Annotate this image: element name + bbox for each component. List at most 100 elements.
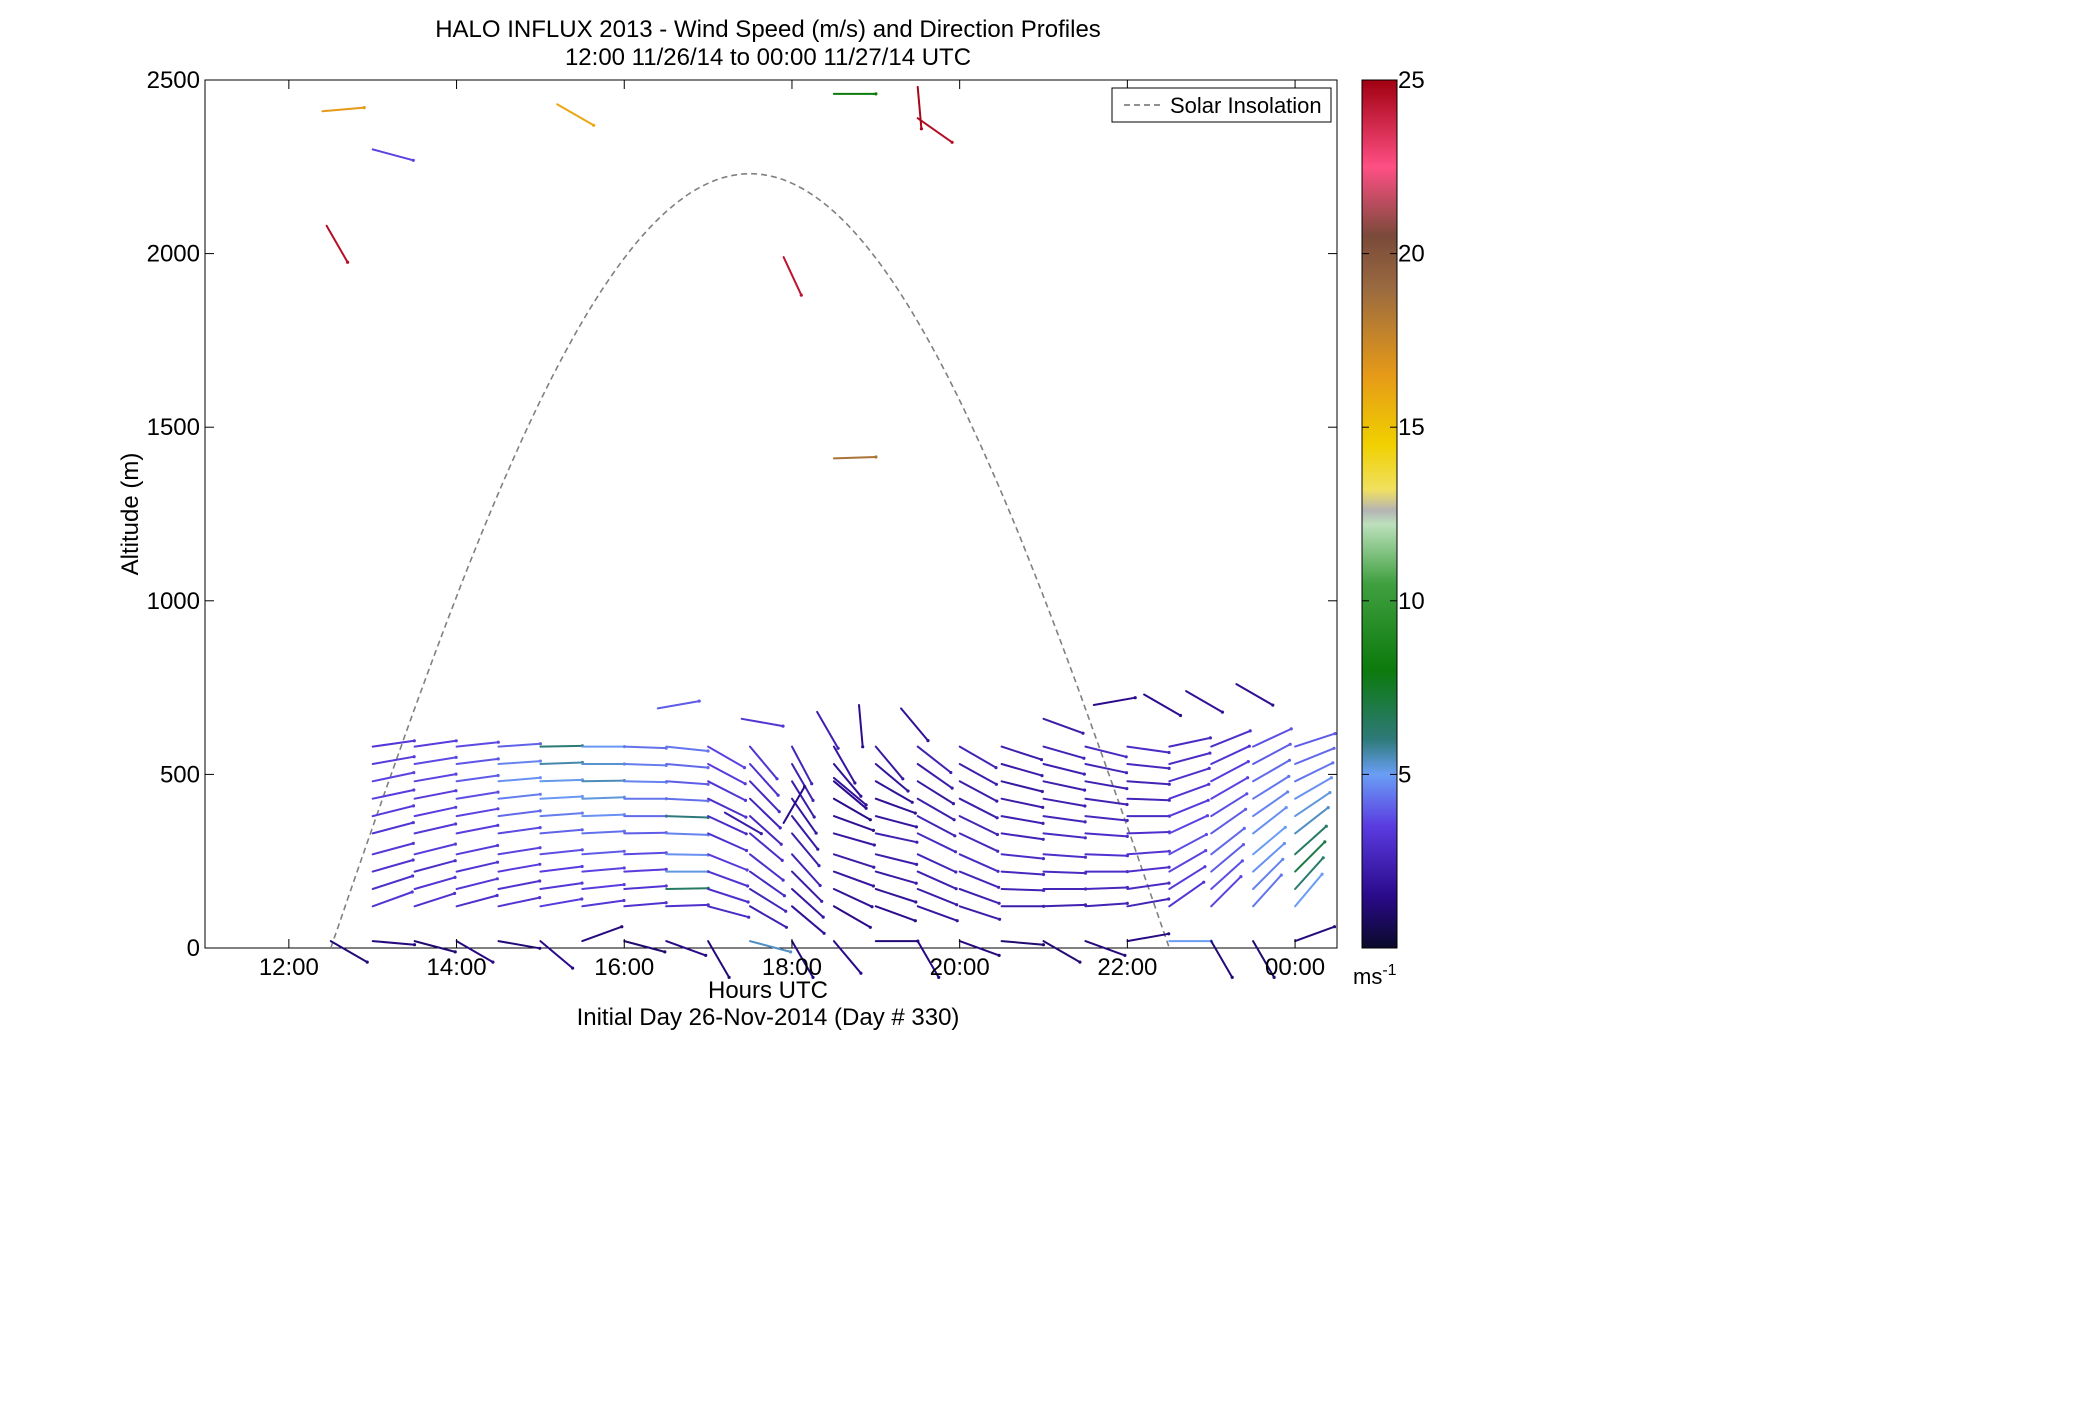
wind-barb-tip	[953, 850, 958, 854]
wind-barb-tip	[871, 828, 876, 833]
wind-barb-shaft	[665, 887, 710, 890]
wind-barb-shaft	[791, 797, 818, 835]
wind-vector	[916, 780, 956, 806]
wind-barb-shaft	[1210, 859, 1244, 890]
wind-barb-tip	[1167, 766, 1171, 771]
wind-vector	[371, 874, 415, 890]
wind-barb-shaft	[1294, 761, 1334, 783]
wind-barb-tip	[1247, 744, 1251, 748]
wind-vector	[1210, 760, 1250, 783]
wind-barb-shaft	[1210, 760, 1250, 783]
wind-vector-isolated	[371, 148, 415, 162]
wind-barb-tip	[538, 809, 542, 813]
wind-barb-shaft	[874, 745, 904, 780]
x-tick-label: 14:00	[427, 954, 487, 981]
wind-barb-tip	[491, 960, 495, 964]
wind-vector	[791, 780, 816, 819]
wind-barb-tip	[538, 879, 542, 883]
wind-barb-shaft	[539, 898, 583, 908]
wind-barb-shaft	[832, 940, 862, 975]
wind-barb-tip	[538, 742, 543, 746]
wind-barb-shaft	[497, 809, 542, 818]
wind-barb-shaft	[539, 848, 584, 856]
wind-barb-tip	[874, 92, 878, 96]
wind-barb-tip	[622, 898, 626, 903]
wind-vector-surface	[1210, 940, 1234, 980]
wind-barb-tip	[1326, 806, 1330, 810]
wind-barb-shaft	[371, 739, 416, 748]
wind-vector	[455, 823, 500, 835]
wind-vector-upper	[1235, 683, 1275, 707]
wind-barb-shaft	[916, 797, 956, 821]
wind-vector	[371, 890, 414, 908]
wind-barb-shaft	[581, 813, 626, 818]
wind-barb-shaft	[539, 812, 584, 818]
wind-barb-shaft	[1000, 763, 1043, 777]
wind-barb-shaft	[455, 877, 499, 890]
wind-barb-tip	[1123, 953, 1127, 958]
wind-vector	[581, 866, 626, 873]
wind-vector	[1042, 797, 1087, 808]
wind-barb-tip	[697, 699, 701, 703]
wind-barb-shaft	[623, 885, 668, 890]
wind-vector	[1042, 780, 1087, 792]
wind-barb-shaft	[413, 859, 457, 873]
plot-area: 12:00 14:00 16:00 18:00 20:00 22:00 00:00 0 500 1…	[147, 67, 1338, 981]
wind-barb-tip	[919, 127, 924, 131]
wind-barb-shaft	[1084, 886, 1129, 890]
wind-vector	[623, 867, 668, 873]
wind-vector-upper	[1092, 696, 1137, 706]
wind-vector	[1294, 806, 1330, 835]
wind-vector	[497, 846, 542, 856]
wind-barb-tip	[1241, 843, 1245, 847]
wind-vector	[916, 853, 958, 874]
wind-barb-shaft	[1000, 940, 1045, 946]
wind-barb-tip	[1078, 960, 1082, 964]
wind-barb-tip	[1282, 841, 1286, 846]
colorbar-tick-label: 25	[1398, 67, 1425, 94]
wind-barb-shaft	[665, 815, 710, 819]
wind-vector	[916, 832, 958, 854]
wind-barb-tip	[996, 849, 1000, 853]
wind-vector	[455, 843, 500, 856]
wind-vector	[1294, 746, 1336, 765]
wind-vector-surface	[1126, 932, 1171, 943]
wind-vector-surface	[791, 940, 815, 980]
wind-barb-shaft	[958, 763, 998, 786]
wind-barb-tip	[747, 915, 751, 919]
wind-barb-tip	[812, 815, 816, 819]
wind-barb-tip	[996, 869, 1000, 873]
wind-barb-tip	[995, 832, 1000, 837]
wind-barb-tip	[910, 800, 914, 804]
wind-barb-tip	[950, 786, 954, 790]
wind-vector-upper	[1042, 717, 1085, 735]
wind-barb-shaft	[791, 763, 814, 802]
wind-barb-shaft	[832, 888, 873, 908]
wind-barb-shaft	[581, 883, 626, 890]
wind-barb-shaft	[1092, 696, 1137, 706]
wind-barb-tip	[1125, 901, 1129, 906]
wind-vector	[1000, 763, 1044, 778]
wind-vector	[1084, 763, 1129, 775]
wind-barb-tip	[953, 834, 957, 838]
wind-barb-shaft	[1252, 727, 1293, 748]
wind-vector	[455, 893, 499, 908]
wind-barb-shaft	[832, 456, 877, 460]
wind-barb-shaft	[816, 710, 840, 750]
wind-barb-shaft	[707, 797, 747, 819]
wind-vector	[707, 745, 747, 770]
legend: Solar Insolation	[1111, 87, 1332, 123]
wind-vector	[581, 883, 626, 890]
wind-vector	[413, 859, 457, 873]
wind-barb-tip	[1207, 782, 1211, 786]
wind-vector	[874, 780, 914, 804]
wind-barb-shaft	[581, 867, 626, 873]
wind-barb-shaft	[1042, 745, 1085, 760]
wind-barb-shaft	[665, 940, 707, 957]
colorbar-tick-label: 15	[1398, 414, 1425, 441]
wind-barb-tip	[496, 740, 500, 744]
wind-barb-tip	[744, 848, 749, 853]
wind-barb-shaft	[1185, 690, 1224, 714]
wind-barb-shaft	[1252, 940, 1276, 979]
x-axis-label: Hours UTC	[708, 977, 828, 1004]
